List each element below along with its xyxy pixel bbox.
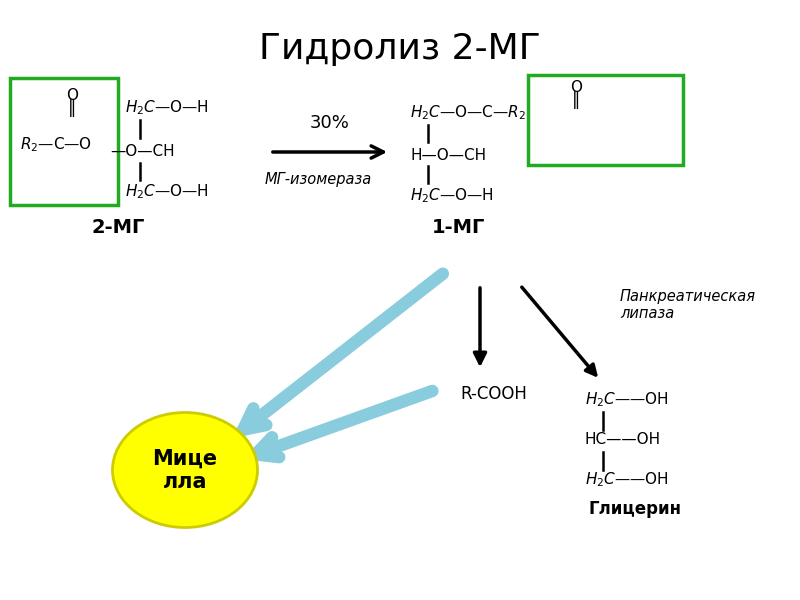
Text: H—O—CH: H—O—CH [410,148,486,163]
Text: $H_2C$——OH: $H_2C$——OH [585,391,669,409]
Bar [528,75,683,165]
Text: $H_2C$—O—H: $H_2C$—O—H [125,98,209,118]
Text: ‖: ‖ [68,99,76,117]
Text: 2-МГ: 2-МГ [91,218,145,237]
Text: R-COOH: R-COOH [460,385,527,403]
Text: Глицерин: Глицерин [589,500,682,518]
Text: 1-МГ: 1-МГ [432,218,486,237]
Text: O: O [66,88,78,103]
Text: Панкреатическая
липаза: Панкреатическая липаза [620,289,756,321]
Text: МГ-изомераза: МГ-изомераза [265,172,372,187]
Text: ‖: ‖ [572,91,580,109]
Ellipse shape [113,413,258,527]
Text: —O—CH: —O—CH [110,145,174,160]
Text: $H_2C$—O—H: $H_2C$—O—H [125,182,209,202]
Text: $H_2C$——OH: $H_2C$——OH [585,470,669,490]
Text: HC——OH: HC——OH [585,433,661,448]
Text: 30%: 30% [310,114,350,132]
Text: Гидролиз 2-МГ: Гидролиз 2-МГ [259,32,541,66]
Text: Мице
лла: Мице лла [153,448,218,491]
Text: $H_2C$—O—C—$R_2$: $H_2C$—O—C—$R_2$ [410,104,526,122]
Text: $R_2$—C—O: $R_2$—C—O [20,136,92,154]
Text: O: O [570,80,582,95]
Bar [10,78,118,205]
Text: $H_2C$—O—H: $H_2C$—O—H [410,187,494,205]
